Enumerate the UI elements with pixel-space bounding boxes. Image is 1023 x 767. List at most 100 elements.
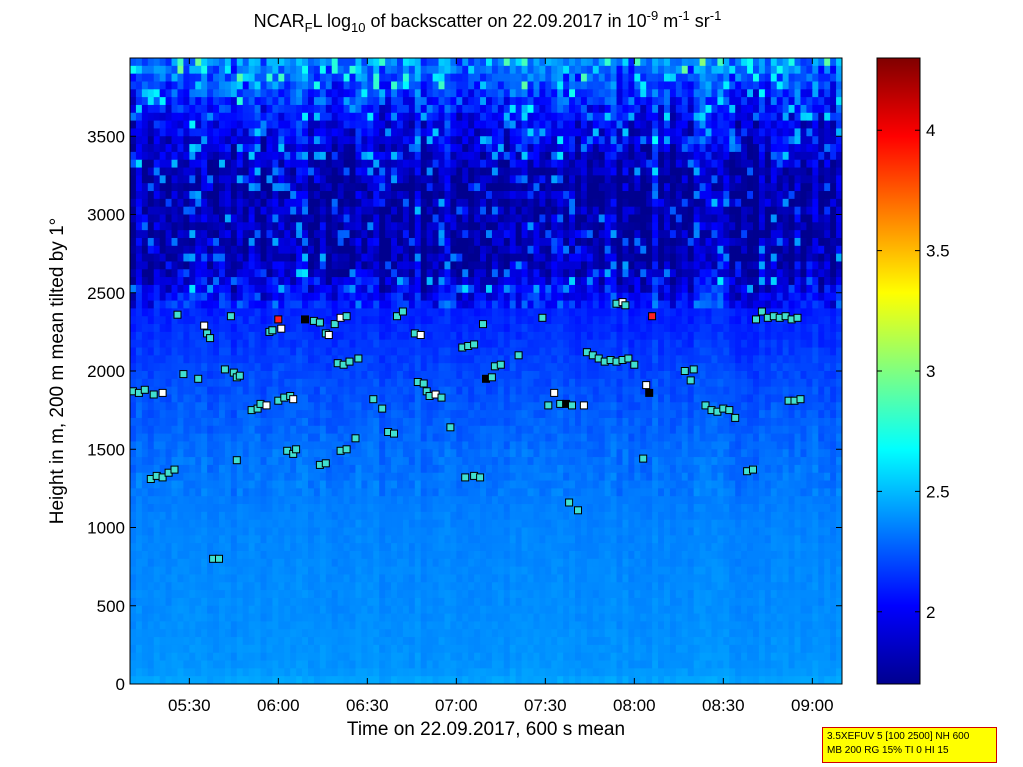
marker xyxy=(630,360,639,369)
marker xyxy=(749,465,757,474)
marker xyxy=(194,374,203,383)
marker xyxy=(419,379,428,388)
colorbar xyxy=(876,57,921,685)
y-tick-label: 3000 xyxy=(87,206,125,225)
marker xyxy=(274,315,283,324)
marker xyxy=(369,395,378,404)
colorbar-tick-label: 3 xyxy=(926,362,935,381)
colorbar-ticks: 2 2.5 3 3.5 4 xyxy=(877,121,950,622)
marker xyxy=(680,367,689,375)
marker xyxy=(624,354,633,363)
marker xyxy=(496,360,505,369)
marker xyxy=(232,456,241,465)
x-tick-label: 08:00 xyxy=(613,696,656,715)
x-axis-label: Time on 22.09.2017, 600 s mean xyxy=(347,719,625,740)
marker xyxy=(701,401,710,410)
colorbar-tick-label: 4 xyxy=(926,121,935,140)
x-tick-label: 07:00 xyxy=(435,696,478,715)
x-axis: 05:30 06:00 06:30 07:00 07:30 08:00 08:30 09:00 xyxy=(168,58,834,715)
info-line-2: MB 200 RG 15% TI 0 HI 15 xyxy=(827,745,949,756)
y-axis-label: Height in m, 200 m mean tilted by 1° xyxy=(47,218,68,524)
marker xyxy=(544,401,553,410)
marker xyxy=(173,310,182,319)
marker xyxy=(757,307,766,316)
marker xyxy=(262,401,271,410)
marker xyxy=(550,388,559,397)
x-tick-label: 06:00 xyxy=(257,696,300,715)
marker xyxy=(158,388,167,397)
y-axis: 0 500 1000 1500 2000 2500 3000 3500 xyxy=(87,127,842,694)
marker xyxy=(470,340,479,349)
marker xyxy=(226,312,235,321)
colorbar-tick-label: 2.5 xyxy=(926,482,950,501)
marker xyxy=(268,326,277,335)
y-tick-label: 500 xyxy=(97,597,125,616)
marker xyxy=(642,381,651,390)
marker xyxy=(725,406,734,415)
y-tick-label: 2000 xyxy=(87,362,125,381)
marker xyxy=(648,312,657,321)
marker xyxy=(149,390,158,399)
marker xyxy=(378,404,387,413)
marker xyxy=(538,313,547,322)
marker xyxy=(621,301,630,310)
y-tick-label: 0 xyxy=(116,675,125,694)
marker xyxy=(220,365,229,374)
marker xyxy=(565,498,574,507)
marker xyxy=(330,320,339,329)
chart-title: NCARFL log10 of backscatter on 22.09.201… xyxy=(253,8,722,35)
cloud-base-markers xyxy=(130,298,805,563)
marker xyxy=(476,473,485,482)
marker xyxy=(292,445,301,454)
y-tick-label: 2500 xyxy=(87,284,125,303)
marker xyxy=(324,331,333,339)
marker xyxy=(158,473,167,482)
marker xyxy=(170,465,179,474)
marker xyxy=(793,313,802,322)
marker xyxy=(215,554,223,563)
marker xyxy=(342,312,351,321)
marker xyxy=(446,423,455,432)
marker xyxy=(437,393,446,402)
marker xyxy=(461,473,470,482)
marker xyxy=(686,376,695,385)
marker xyxy=(179,370,188,379)
marker xyxy=(487,373,496,382)
marker xyxy=(574,506,582,515)
marker xyxy=(289,395,298,404)
marker xyxy=(639,454,648,463)
marker xyxy=(479,320,487,329)
marker xyxy=(393,312,401,321)
marker xyxy=(398,307,407,316)
marker xyxy=(514,351,523,360)
marker xyxy=(140,385,149,394)
marker xyxy=(200,321,209,330)
y-tick-label: 1000 xyxy=(87,519,125,538)
y-tick-label: 1500 xyxy=(87,440,125,459)
colorbar-tick-label: 2 xyxy=(926,603,935,622)
marker xyxy=(390,429,398,438)
info-line-1: 3.5XEFUV 5 [100 2500] NH 600 xyxy=(827,731,970,742)
marker xyxy=(235,371,244,380)
marker xyxy=(568,401,576,410)
x-tick-label: 05:30 xyxy=(168,696,211,715)
x-tick-label: 06:30 xyxy=(346,696,389,715)
marker xyxy=(579,401,588,410)
marker xyxy=(354,354,363,363)
marker xyxy=(321,459,330,468)
marker xyxy=(351,434,360,443)
marker xyxy=(301,315,309,324)
marker xyxy=(416,331,425,339)
x-tick-label: 07:30 xyxy=(524,696,567,715)
marker xyxy=(752,315,760,324)
colorbar-tick-label: 3.5 xyxy=(926,242,950,261)
marker xyxy=(345,357,354,366)
y-tick-label: 3500 xyxy=(87,127,125,146)
marker xyxy=(645,388,654,397)
marker xyxy=(315,318,324,327)
marker xyxy=(277,324,286,333)
marker xyxy=(731,413,740,422)
x-tick-label: 08:30 xyxy=(702,696,745,715)
marker xyxy=(342,445,351,454)
